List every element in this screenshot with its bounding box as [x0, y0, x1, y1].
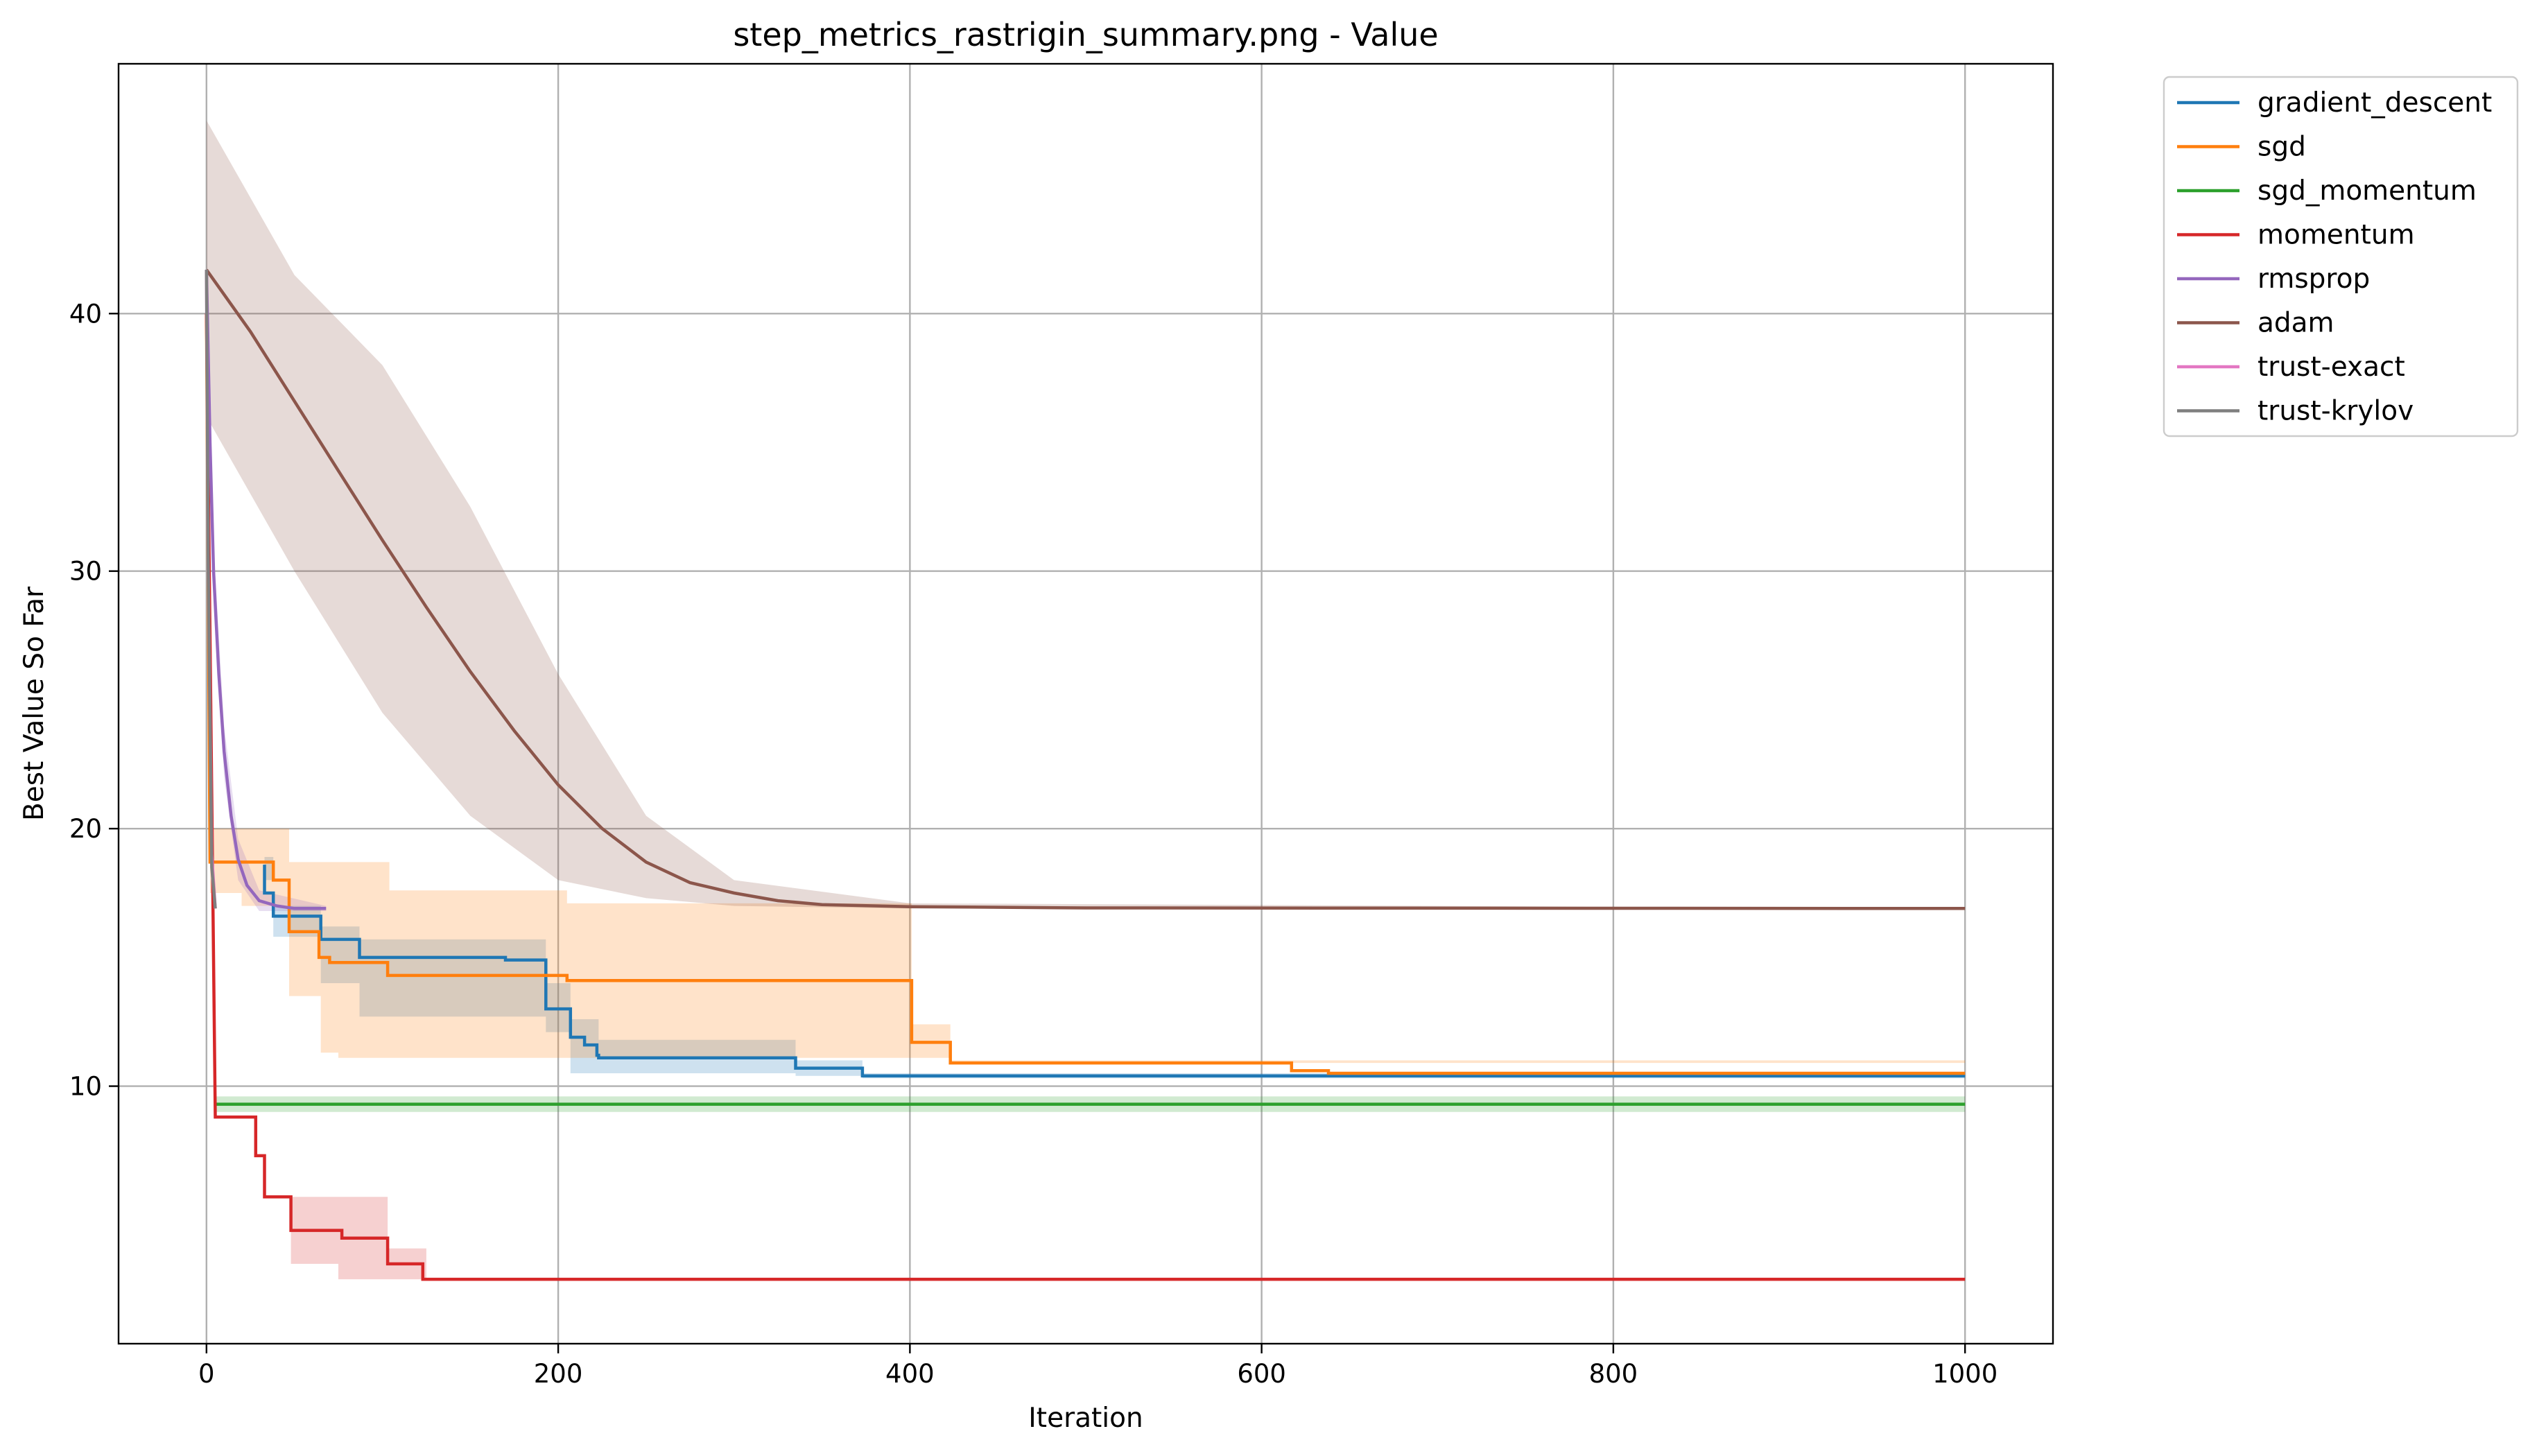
x-tick-label: 800 [1589, 1359, 1638, 1389]
x-tick-label: 200 [534, 1359, 583, 1389]
x-tick-label: 0 [198, 1359, 215, 1389]
legend-label-trust-krylov: trust-krylov [2258, 396, 2414, 427]
legend-label-gradient_descent: gradient_descent [2258, 87, 2492, 119]
band-sgd [209, 829, 1966, 1079]
chart-title: step_metrics_rastrigin_summary.png - Val… [733, 16, 1438, 53]
x-axis-label: Iteration [1028, 1403, 1143, 1434]
x-tick-label: 400 [885, 1359, 935, 1389]
legend-label-trust-exact: trust-exact [2258, 352, 2405, 383]
series-line-gradient_descent [263, 865, 1966, 1077]
legend-label-sgd_momentum: sgd_momentum [2258, 175, 2477, 207]
series-line-trust-krylov [205, 270, 217, 909]
y-tick-label: 30 [69, 557, 102, 587]
series-line-sgd [205, 313, 1966, 1075]
y-axis-label: Best Value So Far [19, 586, 50, 821]
legend-label-rmsprop: rmsprop [2258, 263, 2370, 295]
legend-label-sgd: sgd [2258, 132, 2306, 163]
legend-label-momentum: momentum [2258, 220, 2415, 251]
lines-layer [205, 268, 1966, 1281]
ticks-layer: 0 200 400 600 800 1000 10 20 30 40 [69, 299, 1998, 1389]
series-line-adam [205, 268, 1966, 910]
series-line-rmsprop [205, 270, 327, 910]
y-tick-label: 10 [69, 1072, 102, 1102]
plot-area [117, 62, 2054, 1345]
grid-layer [119, 64, 2053, 1344]
plot-frame [117, 62, 2054, 1345]
x-tick-label: 1000 [1932, 1359, 1998, 1389]
legend-box [2163, 76, 2519, 437]
x-tick-label: 600 [1237, 1359, 1286, 1389]
legend-label-adam: adam [2258, 308, 2334, 339]
y-tick-label: 40 [69, 299, 102, 329]
series-line-momentum [205, 313, 1966, 1281]
y-tick-label: 20 [69, 814, 102, 844]
